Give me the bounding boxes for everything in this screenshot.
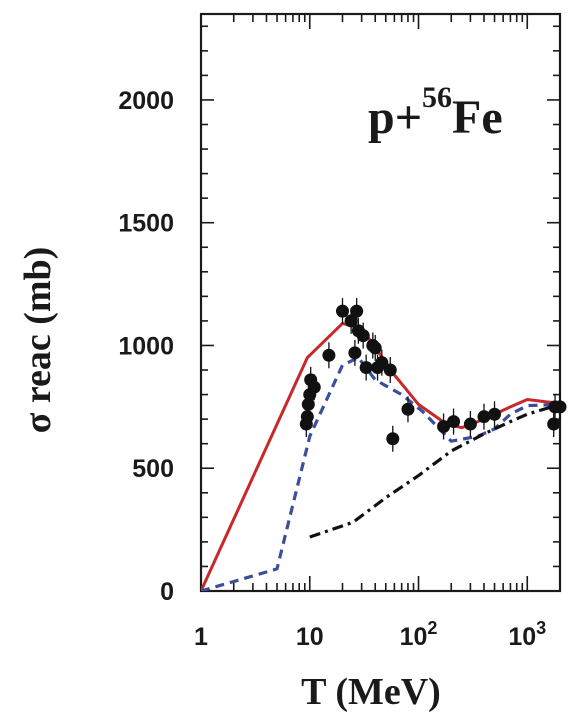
data-point: [301, 397, 315, 411]
x-tick-label: 10: [296, 623, 324, 651]
data-point: [547, 417, 561, 431]
data-series: [201, 298, 567, 591]
x-tick-label: 1: [194, 623, 208, 651]
annotation-base: p+: [368, 91, 422, 144]
data-point-group: [299, 298, 567, 452]
data-point: [477, 410, 491, 424]
data-point: [437, 419, 451, 433]
data-point: [553, 400, 567, 414]
data-point: [348, 346, 362, 360]
data-point: [300, 410, 314, 424]
annotation-element: Fe: [452, 91, 503, 144]
data-point: [386, 432, 400, 446]
data-point: [335, 304, 349, 318]
y-tick-label: 1000: [118, 332, 174, 360]
x-tick-label: 103: [508, 618, 546, 651]
plot-axes-frame: [199, 12, 562, 593]
data-point: [322, 348, 336, 362]
plot-frame: [199, 12, 562, 593]
reaction-annotation: p+56Fe: [368, 81, 503, 144]
y-tick-label: 0: [160, 578, 174, 606]
tick-marks: [200, 14, 561, 592]
data-point: [368, 341, 382, 355]
data-point: [350, 304, 364, 318]
data-point: [488, 407, 502, 421]
x-axis-title: T (MeV): [301, 671, 441, 713]
y-tick-label: 1500: [118, 210, 174, 238]
data-point: [463, 417, 477, 431]
data-point: [359, 361, 373, 375]
y-tick-label: 2000: [118, 87, 174, 115]
data-point: [375, 356, 389, 370]
tick-labels: 0 500 1000 1500 2000 1 10 102 103: [118, 87, 546, 651]
x-tick-label: 102: [400, 618, 438, 651]
data-point: [307, 380, 321, 394]
data-point: [383, 363, 397, 377]
data-point: [356, 329, 370, 343]
annotation-superscript: 56: [422, 81, 452, 114]
data-point: [344, 314, 358, 328]
data-point: [401, 402, 415, 416]
data-point: [447, 415, 461, 429]
series-line-dashdot: [309, 402, 561, 539]
y-axis-title: σ reac (mb): [17, 247, 59, 434]
series-line-dashed: [201, 356, 561, 591]
y-tick-label: 500: [132, 455, 174, 483]
